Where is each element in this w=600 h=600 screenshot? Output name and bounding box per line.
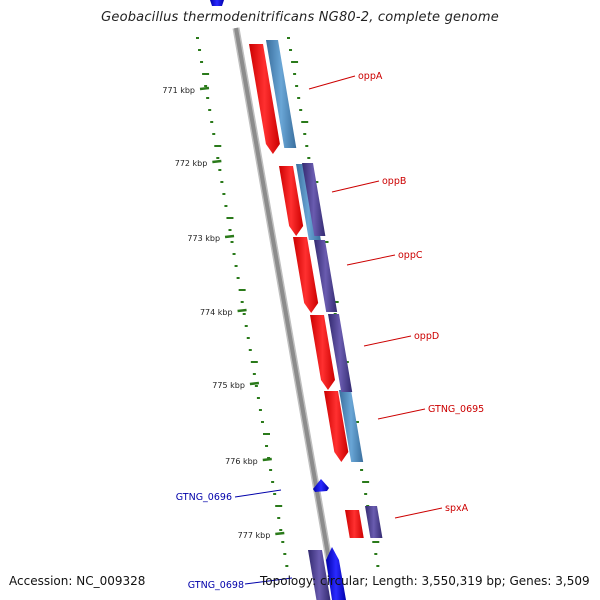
gene-leader-line bbox=[331, 180, 380, 193]
gene-leader-line bbox=[308, 75, 356, 90]
accession-label: Accession: NC_009328 bbox=[9, 574, 146, 588]
feature-spxA-purple[interactable] bbox=[365, 506, 383, 538]
tick-label: 776 kbp bbox=[225, 457, 258, 466]
gene-label-oppc[interactable]: oppC bbox=[398, 250, 423, 261]
gene-label-gtng-0696[interactable]: GTNG_0696 bbox=[176, 492, 232, 503]
tick-mark bbox=[249, 381, 260, 386]
cds-arrow-gtng-0696[interactable] bbox=[313, 479, 329, 492]
gene-leader-line bbox=[346, 254, 396, 266]
feature-gtng-0698-purple[interactable] bbox=[308, 550, 331, 600]
tick-label: 773 kbp bbox=[187, 234, 220, 243]
gene-leader-line bbox=[234, 489, 282, 498]
map-title: Geobacillus thermodenitrificans NG80-2, … bbox=[101, 10, 499, 25]
cds-arrow-gtng-0695[interactable] bbox=[324, 391, 349, 462]
cds-arrow-top-partial[interactable] bbox=[210, 0, 224, 6]
tick-label: 777 kbp bbox=[238, 531, 271, 540]
cds-arrow-gtng-0698[interactable] bbox=[326, 547, 346, 600]
tick-mark bbox=[237, 308, 247, 313]
feature-oppC-purple[interactable] bbox=[314, 240, 338, 312]
cds-arrow-oppB[interactable] bbox=[279, 166, 304, 236]
cds-arrow-oppA[interactable] bbox=[249, 44, 280, 154]
tick-mark bbox=[275, 531, 285, 536]
gene-label-spxa[interactable]: spxA bbox=[445, 503, 469, 514]
axis-tick-marks bbox=[199, 86, 285, 536]
tick-mark bbox=[212, 159, 222, 164]
gene-label-gtng-0698[interactable]: GTNG_0698 bbox=[188, 580, 244, 591]
cds-arrow-spxA[interactable] bbox=[345, 510, 364, 538]
gene-leader-line bbox=[394, 507, 443, 519]
tick-label: 771 kbp bbox=[162, 86, 195, 95]
tick-mark bbox=[262, 457, 272, 462]
gene-label-oppd[interactable]: oppD bbox=[414, 331, 439, 342]
feature-oppD-purple[interactable] bbox=[328, 314, 353, 392]
tick-mark bbox=[199, 86, 210, 91]
feature-gtng-0695[interactable] bbox=[339, 390, 364, 462]
tick-label: 772 kbp bbox=[175, 159, 208, 168]
gene-label-oppb[interactable]: oppB bbox=[382, 176, 406, 187]
tick-label: 775 kbp bbox=[212, 381, 245, 390]
gene-label-oppa[interactable]: oppA bbox=[358, 71, 383, 82]
cds-arrow-oppD[interactable] bbox=[310, 315, 335, 390]
feature-oppA[interactable] bbox=[266, 40, 297, 148]
genome-backbone bbox=[234, 27, 338, 600]
genome-stats-label: Topology: circular; Length: 3,550,319 bp… bbox=[260, 574, 590, 588]
cds-arrow-oppC[interactable] bbox=[293, 237, 319, 313]
gene-label-gtng-0695[interactable]: GTNG_0695 bbox=[428, 404, 484, 415]
gene-leader-line bbox=[244, 577, 293, 585]
gene-leader-line bbox=[363, 335, 412, 347]
tick-label: 774 kbp bbox=[200, 308, 233, 317]
tick-mark bbox=[224, 234, 235, 239]
gene-leader-line bbox=[377, 408, 426, 420]
feature-oppB-purple[interactable] bbox=[302, 163, 326, 236]
